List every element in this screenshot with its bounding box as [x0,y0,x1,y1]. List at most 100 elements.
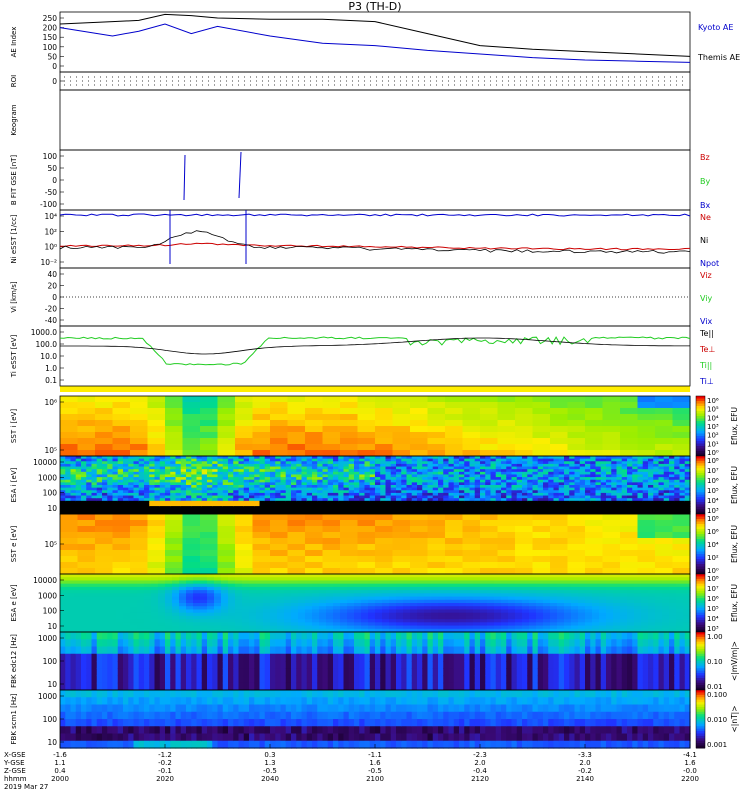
sst-electron-cell [252,514,271,521]
esa-electron-cell [172,596,180,601]
esa-ion-cell [170,479,177,483]
esa-ion-cell [569,506,576,510]
esa-ion-cell [574,485,581,489]
esa-ion-cell [448,466,455,470]
esa-ion-cell [186,469,192,473]
esa-ion-cell [222,495,229,499]
esa-ion-cell [459,456,465,460]
esa-ion-cell [600,503,607,507]
esa-electron-cell [347,612,355,617]
esa-electron-cell [641,603,649,607]
esa-ion-cell [296,466,303,470]
esa-electron-cell [263,628,271,633]
esa-ion-cell [438,503,444,507]
esa-electron-cell [200,628,208,633]
esa-ion-cell [648,495,654,499]
esa-ion-cell [306,482,313,486]
esa-ion-cell [65,461,72,465]
esa-ion-cell [579,511,586,515]
esa-ion-cell [548,474,555,478]
sst-ion-cell [357,450,376,457]
sst-ion-cell [340,426,359,433]
esa-electron-cell [130,609,138,614]
sst-electron-cell [532,568,551,575]
esa-ion-cell [448,500,455,505]
esa-ion-cell [485,458,492,462]
esa-ion-cell [606,466,612,470]
esa-ion-cell [532,479,539,483]
esa-ion-cell [317,482,324,486]
esa-ion-cell [254,495,261,499]
esa-ion-cell [648,503,654,507]
esa-ion-cell [233,506,240,510]
esa-ion-cell [522,477,528,481]
esa-ion-cell [632,487,639,491]
sst-ion-cell [392,396,411,403]
esa-ion-cell [81,477,87,481]
esa-ion-cell [674,461,681,465]
esa-ion-cell [96,456,103,460]
esa-ion-cell [616,503,623,507]
sst-ion-cell [60,396,79,403]
esa-ion-cell [438,466,444,470]
esa-electron-cell [172,599,180,604]
esa-ion-cell [259,463,266,468]
esa-electron-cell [214,612,222,617]
esa-ion-cell [301,487,308,491]
esa-ion-cell [474,477,481,481]
esa-ion-cell [117,456,124,460]
esa-ion-cell [642,506,649,510]
esa-electron-cell [466,586,474,591]
esa-electron-cell [109,580,117,585]
esa-electron-cell [347,599,355,604]
esa-ion-cell [411,471,418,476]
esa-ion-cell [154,492,161,497]
esa-electron-cell [312,574,320,578]
sst-ion-cell [165,414,184,421]
esa-ion-cell [511,458,518,462]
esa-ion-cell [543,469,549,473]
sst-ion-cell [602,432,621,439]
esa-ion-cell [611,477,618,481]
esa-ion-cell [117,511,124,515]
esa-ion-cell [385,479,392,483]
esa-ion-cell [60,471,66,476]
esa-ion-cell [364,477,371,481]
esa-ion-cell [427,458,434,462]
sst-ion-cell [445,438,464,445]
esa-electron-cell [88,603,96,607]
esa-ion-cell [553,466,560,470]
esa-ion-cell [385,500,392,505]
esa-electron-cell [613,596,621,601]
esa-ion-cell [327,492,334,497]
esa-ion-cell [417,485,423,489]
esa-ion-cell [642,479,649,483]
esa-ion-cell [537,474,544,478]
esa-ion-cell [616,458,623,462]
esa-ion-cell [96,506,103,510]
esa-ion-cell [684,506,691,510]
esa-ion-cell [616,506,623,510]
esa-electron-cell [81,599,89,604]
sst-ion-cell [217,408,236,415]
esa-electron-cell [480,574,488,578]
esa-electron-cell [74,574,82,578]
sst-ion-cell [620,408,639,415]
esa-ion-cell [464,511,471,515]
sst-electron-cell [147,532,166,539]
esa-electron-cell [109,599,117,604]
esa-electron-cell [669,609,677,614]
esa-ion-cell [411,479,418,483]
esa-ion-cell [679,469,686,473]
sst-ion-cell [112,408,131,415]
esa-ion-cell [91,474,98,478]
esa-electron-cell [298,606,306,611]
esa-electron-cell [648,622,656,627]
esa-ion-cell [501,471,507,476]
esa-ion-cell [317,511,324,515]
esa-ion-cell [574,469,581,473]
sst-electron-cell [182,550,201,557]
esa-ion-cell [553,482,560,486]
esa-ion-cell [128,456,135,460]
esa-electron-cell [333,590,341,594]
